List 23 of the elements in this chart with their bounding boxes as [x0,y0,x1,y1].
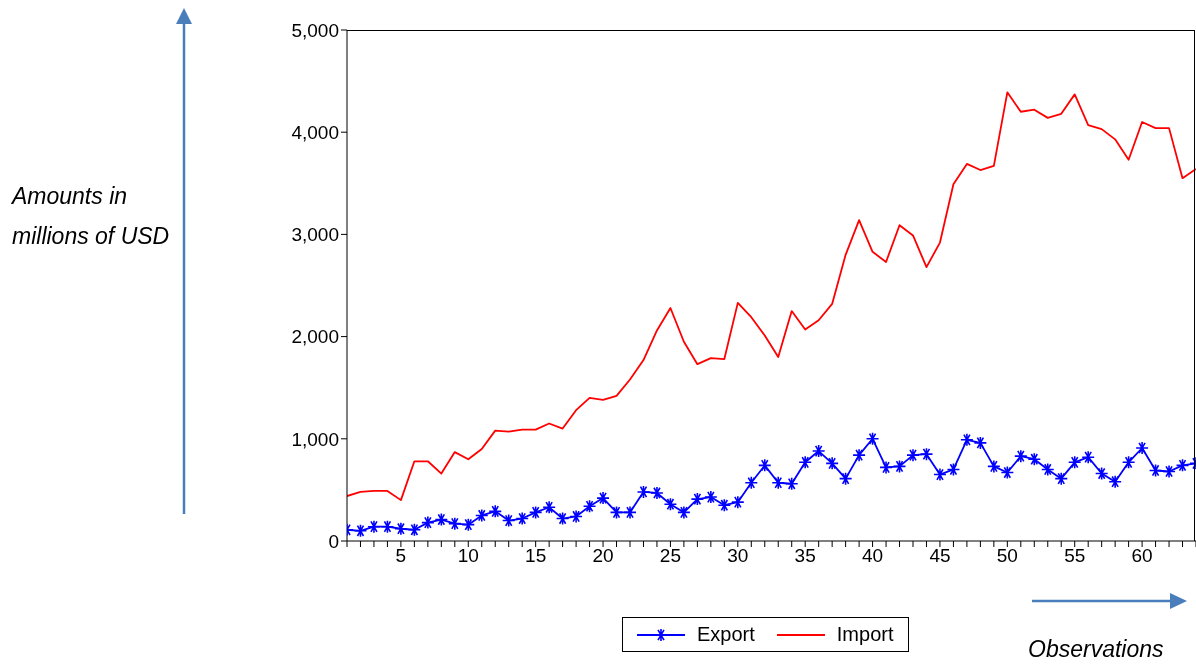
y-tick-label: 0 [328,530,339,552]
legend-label: Export [697,623,755,646]
y-tick-label: 3,000 [291,224,339,246]
x-tick-label: 25 [659,545,681,567]
x-tick-label: 45 [929,545,951,567]
x-tick-label: 30 [727,545,749,567]
text: Amounts in millions of USD [12,182,171,251]
legend-label: Import [836,623,894,646]
y-tick-label: 4,000 [291,121,339,143]
x-tick-label: 40 [862,545,884,567]
x-tick-label: 10 [457,545,479,567]
x-axis-title: Observations [1028,636,1164,663]
x-tick-label: 55 [1064,545,1086,567]
x-tick-label: 60 [1131,545,1153,567]
x-tick-label: 50 [996,545,1018,567]
x-tick-label: 20 [592,545,614,567]
y-tick-label: 5,000 [291,19,339,41]
y-tick-label: 1,000 [291,428,339,450]
line-series [347,91,1196,502]
x-tick-label: 35 [794,545,816,567]
y-tick-label: 2,000 [291,326,339,348]
x-tick-label: 5 [395,545,407,567]
x-tick-label: 15 [525,545,547,567]
